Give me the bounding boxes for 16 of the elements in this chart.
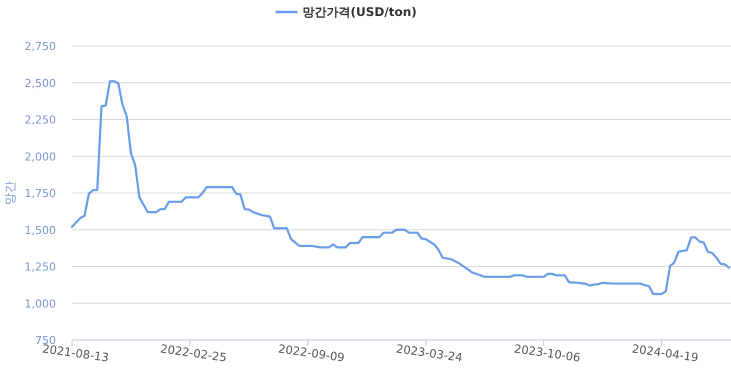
y-tick-label: 1,250: [24, 260, 56, 274]
line-series: [70, 80, 730, 296]
y-tick-label: 2,750: [24, 40, 56, 53]
y-tick-label: 1,500: [24, 224, 56, 237]
legend-label: 망간가격(USD/ton): [302, 5, 417, 19]
x-tick-label: 2023-03-24: [395, 341, 464, 365]
x-tick-label: 2022-09-09: [277, 341, 346, 365]
y-axis-title: 망간: [3, 181, 17, 205]
y-tick-label: 2,250: [24, 114, 56, 126]
x-tick-label: 2023-10-06: [513, 341, 582, 365]
x-tick-label: 2022-02-25: [159, 341, 228, 365]
y-tick-label: 1,750: [24, 187, 56, 200]
y-tick-label: 1,000: [24, 297, 56, 310]
y-tick-label: 2,500: [24, 76, 56, 90]
x-tick-label: 2024-04-19: [631, 341, 700, 365]
y-tick-label: 2,000: [24, 150, 56, 164]
